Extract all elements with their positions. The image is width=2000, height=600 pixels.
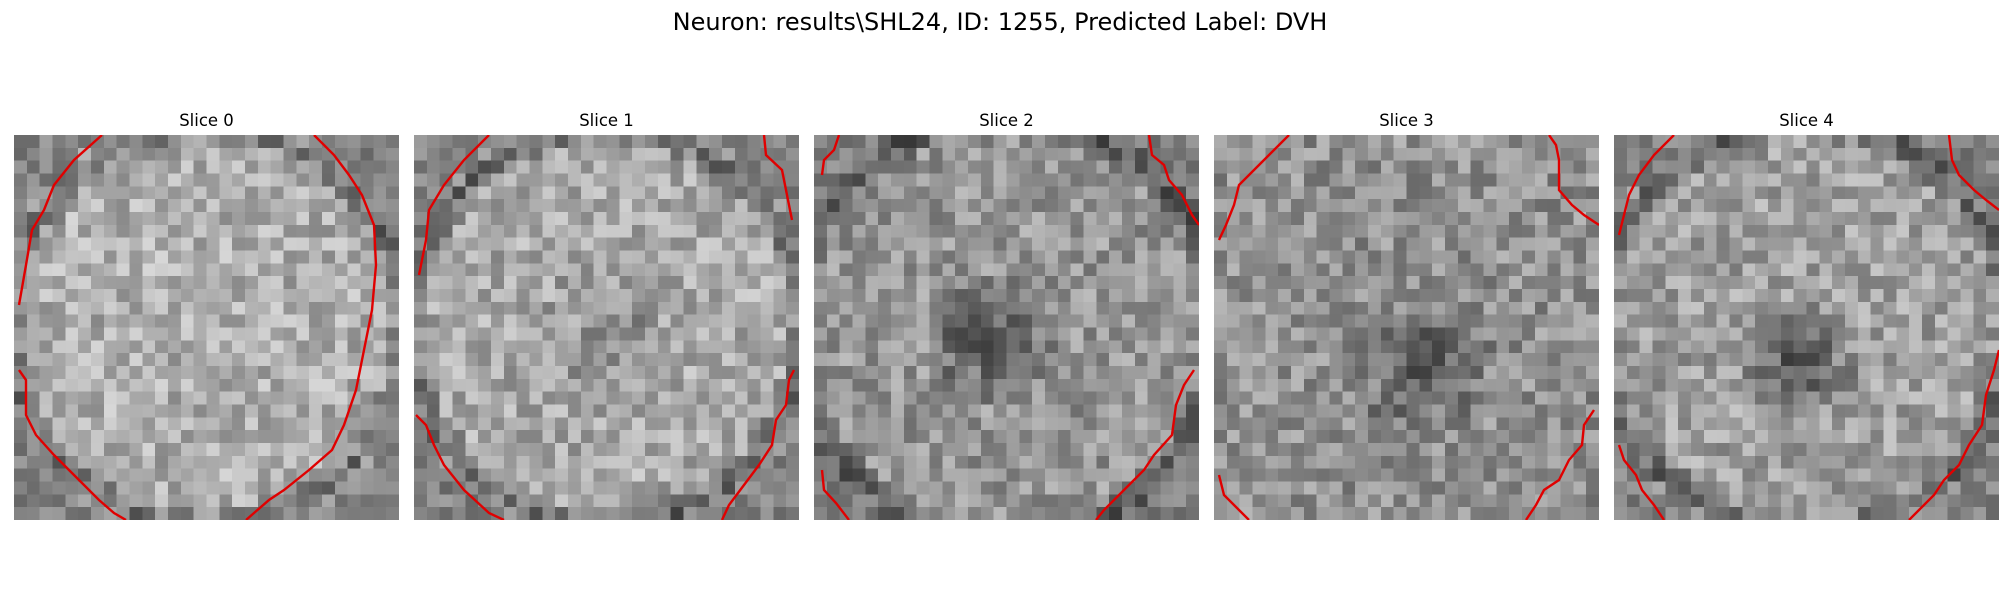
contour-line <box>1526 410 1594 520</box>
contour-line <box>1909 350 1999 520</box>
slice-panel-3: Slice 3 <box>1214 108 1599 134</box>
contour-line <box>1149 135 1199 225</box>
contour-overlay <box>14 135 399 520</box>
contour-line <box>416 415 504 520</box>
slice-title: Slice 0 <box>14 108 399 134</box>
slice-panel-4: Slice 4 <box>1614 108 1999 134</box>
contour-line <box>722 370 794 520</box>
contour-line <box>1949 135 1999 210</box>
slice-panel-0: Slice 0 <box>14 108 399 134</box>
slice-title: Slice 3 <box>1214 108 1599 134</box>
contour-line <box>822 470 849 520</box>
contour-line <box>246 135 376 520</box>
contour-overlay <box>414 135 799 520</box>
contour-line <box>1219 475 1249 520</box>
slice-title: Slice 4 <box>1614 108 1999 134</box>
contour-line <box>1619 135 1674 235</box>
contour-overlay <box>1214 135 1599 520</box>
figure-title: Neuron: results\SHL24, ID: 1255, Predict… <box>0 8 2000 36</box>
contour-line <box>1096 370 1194 520</box>
contour-line <box>1219 135 1289 240</box>
contour-overlay <box>814 135 1199 520</box>
slice-title: Slice 2 <box>814 108 1199 134</box>
slice-panel-1: Slice 1 <box>414 108 799 134</box>
contour-line <box>822 135 839 175</box>
contour-line <box>19 370 126 520</box>
contour-line <box>419 135 489 275</box>
contour-line <box>1619 445 1664 520</box>
contour-line <box>1549 135 1599 225</box>
contour-overlay <box>1614 135 1999 520</box>
contour-line <box>19 135 102 305</box>
contour-line <box>764 135 792 220</box>
slice-panel-2: Slice 2 <box>814 108 1199 134</box>
slice-title: Slice 1 <box>414 108 799 134</box>
